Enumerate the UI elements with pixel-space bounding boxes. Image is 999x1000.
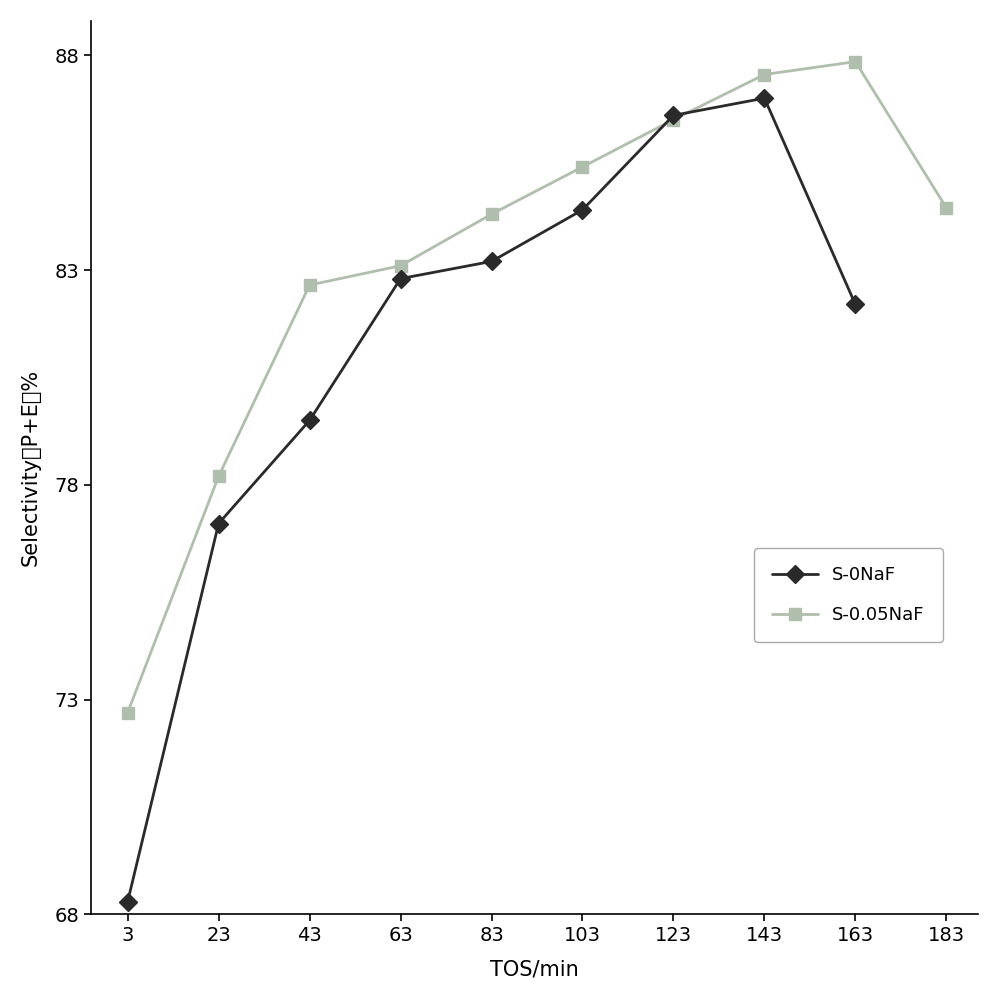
Line: S-0NaF: S-0NaF [122, 92, 861, 908]
Legend: S-0NaF, S-0.05NaF: S-0NaF, S-0.05NaF [754, 548, 942, 642]
S-0NaF [213, 518, 225, 530]
S-0.05NaF [940, 202, 952, 214]
S-0.05NaF [486, 208, 498, 220]
S-0NaF [395, 273, 407, 285]
S-0NaF [849, 298, 861, 310]
S-0.05NaF [304, 279, 316, 291]
S-0.05NaF [849, 56, 861, 68]
Y-axis label: Selectivity（P+E）%: Selectivity（P+E）% [21, 369, 41, 566]
S-0NaF [758, 92, 770, 104]
S-0.05NaF [395, 260, 407, 272]
S-0.05NaF [758, 69, 770, 81]
S-0.05NaF [122, 707, 134, 719]
S-0.05NaF [576, 161, 588, 173]
S-0NaF [304, 414, 316, 426]
S-0.05NaF [667, 114, 679, 126]
S-0NaF [667, 109, 679, 121]
S-0NaF [486, 255, 498, 267]
Line: S-0.05NaF: S-0.05NaF [122, 55, 953, 719]
S-0NaF [122, 896, 134, 908]
X-axis label: TOS/min: TOS/min [491, 959, 579, 979]
S-0NaF [576, 204, 588, 216]
S-0.05NaF [213, 470, 225, 482]
